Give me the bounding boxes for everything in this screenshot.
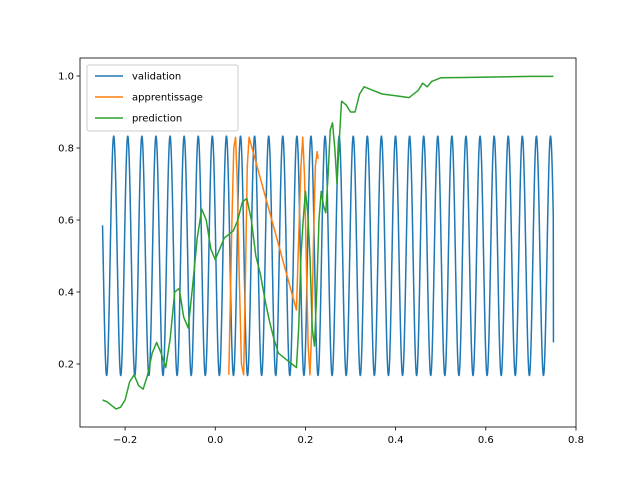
- legend-label: prediction: [132, 114, 182, 125]
- series-line-validation: [101, 135, 555, 377]
- axes: −0.2 0.0 0.2 0.4 0.6 0.8 0.2 0.4 0.6 0.8 1.0: [58, 57, 584, 446]
- legend-label: apprentissage: [132, 93, 203, 104]
- x-tick-label: 0.8: [568, 435, 584, 446]
- x-tick-label: 0.2: [298, 435, 314, 446]
- x-tick-label: 0.0: [207, 435, 223, 446]
- y-tick-label: 0.8: [58, 144, 74, 155]
- x-tick-label: 0.4: [388, 435, 404, 446]
- y-tick-label: 0.2: [58, 360, 74, 371]
- y-tick-label: 1.0: [58, 72, 74, 83]
- series-line-prediction: [102, 75, 554, 410]
- legend-label: validation: [132, 72, 181, 83]
- legend-box: [86, 64, 239, 132]
- plot-area: [101, 75, 555, 410]
- y-tick-label: 0.4: [58, 288, 74, 299]
- legend: validation apprentissage prediction: [86, 64, 239, 132]
- x-tick-label: −0.2: [113, 435, 137, 446]
- axes-frame: [79, 57, 577, 428]
- y-tick-label: 0.6: [58, 216, 74, 227]
- x-tick-label: 0.6: [478, 435, 494, 446]
